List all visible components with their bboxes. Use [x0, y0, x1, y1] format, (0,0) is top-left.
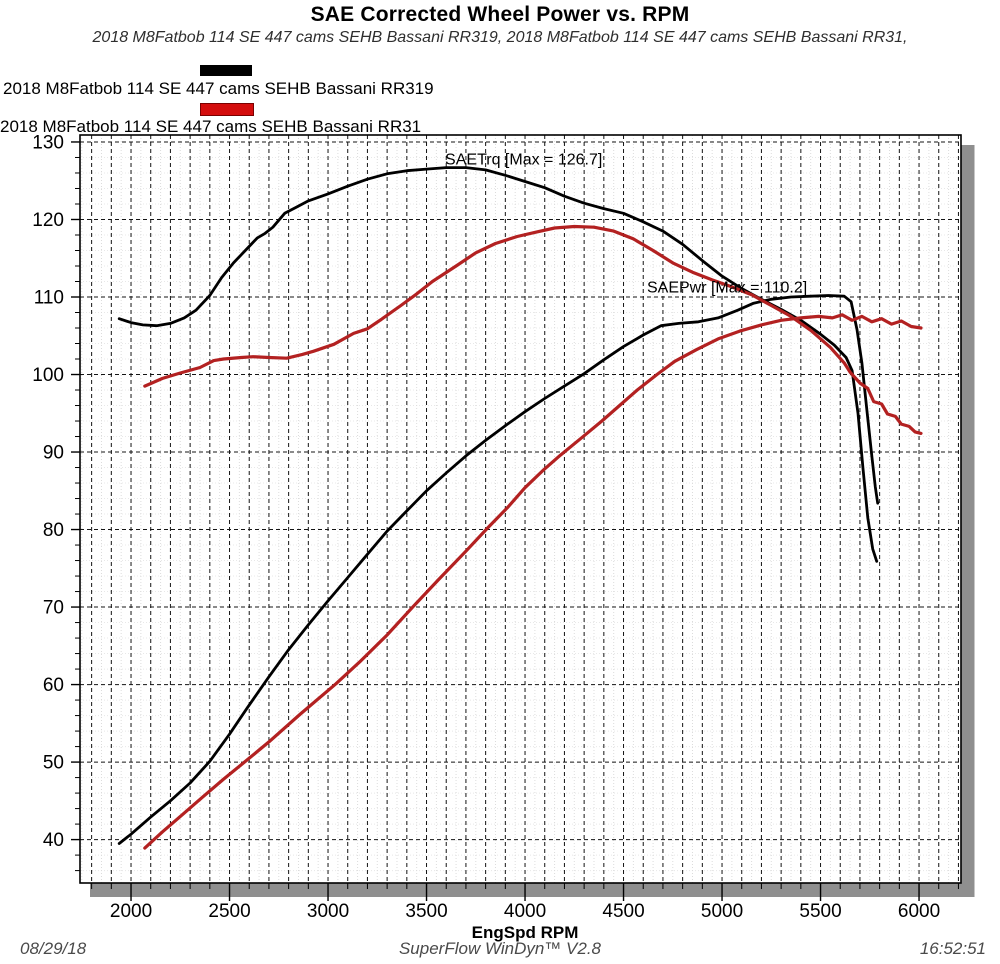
y-tick-label: 100: [32, 365, 64, 386]
x-tick-label: 5000: [701, 901, 743, 922]
legend-swatch-run1: [200, 65, 252, 76]
curve-saetrq-rr31: [143, 224, 923, 435]
y-tick-label: 70: [43, 598, 64, 619]
y-tick-label: 50: [43, 753, 64, 774]
plot-drop-shadow: [90, 145, 975, 897]
curve-saepwr-rr31: [143, 313, 923, 850]
plot-border: [79, 134, 962, 884]
legend-label-run2: 2018 M8Fatbob 114 SE 447 cams SEHB Bassa…: [0, 117, 422, 136]
curve-saetrq-rr319: [117, 166, 879, 563]
legend-swatch-run2: [200, 103, 254, 116]
y-tick-label: 110: [34, 288, 64, 309]
y-tick-label: 130: [32, 132, 64, 153]
x-tick-label: 4000: [504, 901, 546, 922]
footer-time: 16:52:51: [919, 939, 986, 958]
x-tick-label: 2000: [110, 901, 152, 922]
x-tick-label: 2500: [208, 901, 250, 922]
footer-app-version: SuperFlow WinDyn™ V2.8: [398, 939, 602, 958]
x-tick-label: 6000: [898, 901, 940, 922]
y-tick-label: 40: [43, 830, 64, 851]
y-tick-label: 80: [43, 520, 64, 541]
plot-background: [80, 135, 961, 883]
y-tick-label: 60: [43, 675, 64, 696]
annotation-saetrq-max: SAETrq [Max = 126.7]: [445, 152, 602, 169]
series-curves: [117, 166, 923, 850]
footer-date: 08/29/18: [20, 939, 87, 958]
x-tick-label: 4500: [602, 901, 644, 922]
x-tick-label: 3000: [307, 901, 349, 922]
axis-tick-labels: 40 50 60 70 80 90 100 110 120 130 2000 2500 3000 3500…: [32, 132, 940, 922]
x-tick-label: 5500: [799, 901, 841, 922]
annotation-saepwr-max: SAEPwr [Max = 110.2]: [647, 279, 807, 296]
page-subtitle: 2018 M8Fatbob 114 SE 447 cams SEHB Bassa…: [92, 29, 908, 46]
axis-ticks: [71, 141, 959, 901]
y-tick-label: 90: [43, 443, 64, 464]
x-axis-title: EngSpd RPM: [472, 923, 579, 942]
y-tick-label: 120: [32, 210, 64, 231]
page-title: SAE Corrected Wheel Power vs. RPM: [310, 3, 690, 26]
curve-saepwr-rr319: [117, 294, 880, 845]
x-tick-label: 3500: [405, 901, 447, 922]
legend-label-run1: 2018 M8Fatbob 114 SE 447 cams SEHB Bassa…: [3, 79, 434, 98]
